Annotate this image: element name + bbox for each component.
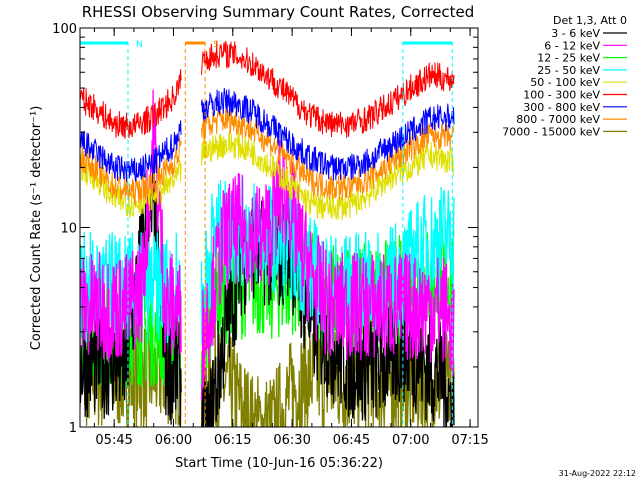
series-300-800-kev bbox=[80, 88, 455, 183]
y-axis-label: Corrected Count Rate (s⁻¹ detector⁻¹) bbox=[29, 106, 44, 351]
legend-entry-label: 100 - 300 keV bbox=[523, 89, 600, 102]
y-axis-label-group: Corrected Count Rate (s⁻¹ detector⁻¹) bbox=[29, 106, 44, 351]
x-tick-label: 06:30 bbox=[273, 433, 310, 448]
y-tick-label: 10 bbox=[60, 222, 77, 237]
series-800-7000-kev bbox=[80, 107, 455, 206]
legend-title: Det 1,3, Att 0 bbox=[553, 14, 627, 27]
legend-entry-label: 6 - 12 keV bbox=[544, 39, 600, 52]
x-tick-label: 06:15 bbox=[214, 433, 251, 448]
x-tick-label: 07:15 bbox=[451, 433, 488, 448]
x-tick-label: 07:00 bbox=[392, 433, 429, 448]
legend-entry-label: 7000 - 15000 keV bbox=[502, 125, 600, 138]
legend-entry-label: 25 - 50 keV bbox=[537, 64, 600, 77]
y-tick-label: 1 bbox=[69, 421, 77, 436]
series-6-12-kev bbox=[80, 89, 455, 401]
series-50-100-kev bbox=[80, 131, 455, 221]
legend-entry-label: 800 - 7000 keV bbox=[516, 113, 600, 126]
legend-entry-label: 12 - 25 keV bbox=[537, 52, 600, 65]
x-tick-label: 06:00 bbox=[155, 433, 192, 448]
x-tick-label: 06:45 bbox=[333, 433, 370, 448]
annotation-label: N bbox=[136, 40, 143, 50]
footer-timestamp: 31-Aug-2022 22:12 bbox=[559, 469, 636, 478]
x-tick-label: 05:45 bbox=[95, 433, 132, 448]
chart-title: RHESSI Observing Summary Count Rates, Co… bbox=[82, 3, 475, 21]
series-100-300-kev bbox=[80, 40, 455, 139]
legend-entry-label: 50 - 100 keV bbox=[530, 76, 600, 89]
legend-entry-label: 300 - 800 keV bbox=[523, 101, 600, 114]
legend-entry-label: 3 - 6 keV bbox=[551, 27, 600, 40]
axis-layer: 05:45 06:00 06:15 06:30 06:45 07:00 07:15 1 10 10… bbox=[52, 22, 489, 448]
y-tick-label: 100 bbox=[52, 22, 77, 37]
x-axis-label: Start Time (10-Jun-16 05:36:22) bbox=[175, 456, 383, 471]
data-layer bbox=[80, 40, 455, 427]
annotation-label: S bbox=[213, 40, 219, 50]
